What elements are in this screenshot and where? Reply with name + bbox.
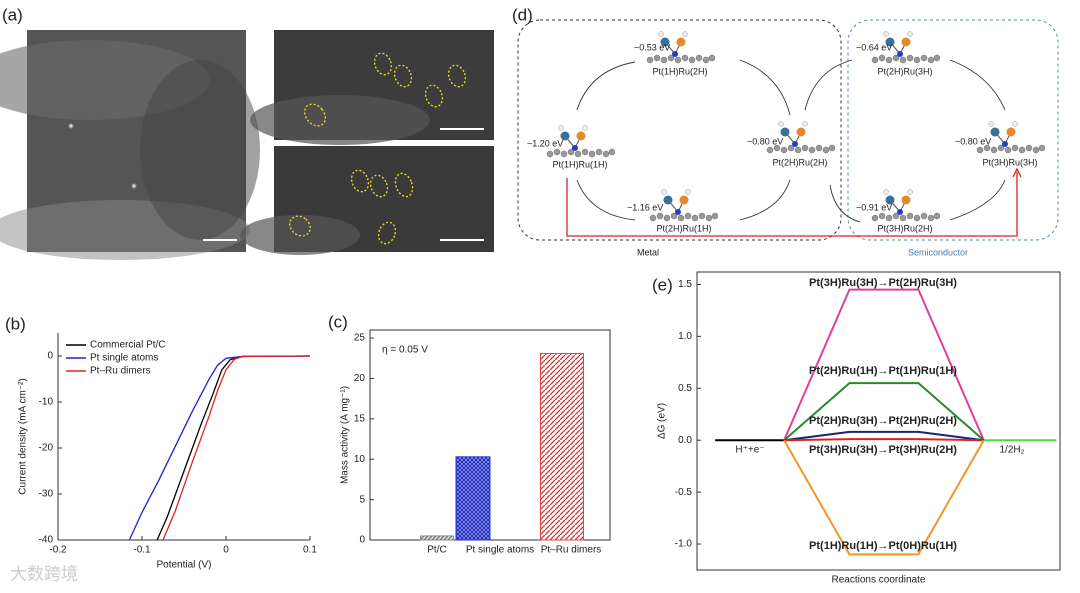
bar — [420, 535, 454, 541]
state-label: Pt(1H)Ru(2H) — [652, 66, 707, 76]
y-tick-label: 0 — [47, 351, 53, 362]
state-label: Pt(2H)Ru(2H) — [772, 157, 827, 167]
scheme — [517, 19, 1059, 241]
y-tick-label: 1.5 — [678, 279, 692, 290]
legend-label: Pt–Ru dimers — [90, 366, 151, 377]
series-line — [783, 288, 985, 441]
y-tick-label: -10 — [39, 397, 54, 408]
series-label: Pt(2H)Ru(3H)→Pt(2H)Ru(2H) — [809, 415, 957, 427]
panel-label: (b) — [5, 314, 26, 333]
y-axis-label: Mass activity (A mg⁻¹) — [340, 386, 351, 484]
y-axis-label: Current density (mA cm⁻²) — [18, 378, 29, 494]
panel-label: (d) — [512, 5, 533, 24]
legend-label: Commercial Pt/C — [90, 340, 166, 351]
y-tick-label: 1.0 — [678, 331, 692, 342]
x-tick-label: 0 — [223, 545, 229, 556]
x-tick-label: Pt single atoms — [466, 545, 534, 556]
state-label: Pt(2H)Ru(3H) — [877, 66, 932, 76]
series-line — [783, 430, 984, 442]
y-tick-label: 0.5 — [678, 383, 692, 394]
micrograph — [240, 30, 494, 255]
plot-frame — [696, 271, 1061, 571]
x-tick-label: 0.1 — [303, 545, 317, 556]
micrograph — [0, 30, 260, 260]
series-label: H⁺+e⁻ — [735, 445, 764, 456]
state-energy: −0.64 eV — [856, 42, 892, 52]
state-energy: −0.91 eV — [856, 202, 892, 212]
panel-label: (e) — [652, 275, 673, 294]
state-energy: −0.53 eV — [634, 42, 670, 52]
y-tick-label: 5 — [359, 494, 365, 505]
annotation: η = 0.05 V — [382, 345, 428, 356]
bar — [455, 456, 491, 541]
state-label: Pt(1H)Ru(1H) — [552, 159, 607, 169]
state-label: Pt(3H)Ru(2H) — [877, 223, 932, 233]
y-tick-label: 10 — [354, 454, 366, 465]
x-tick-label: -0.1 — [133, 545, 151, 556]
x-axis-label: Reactions coordinate — [832, 575, 926, 586]
y-tick-label: 15 — [354, 413, 366, 424]
state-label: Pt(3H)Ru(3H) — [982, 157, 1037, 167]
series-line — [783, 439, 985, 556]
y-tick-label: 0.0 — [678, 435, 692, 446]
x-tick-label: Pt–Ru dimers — [541, 545, 602, 556]
series-line — [128, 355, 311, 541]
x-tick-label: -0.2 — [49, 545, 67, 556]
state-label: Pt(2H)Ru(1H) — [656, 223, 711, 233]
y-tick-label: -40 — [39, 535, 54, 546]
y-tick-label: -0.5 — [675, 487, 693, 498]
state-energy: −0.80 eV — [955, 136, 991, 146]
series-line — [162, 355, 311, 541]
series-line — [784, 438, 984, 442]
y-tick-label: 25 — [354, 333, 366, 344]
series-line — [156, 355, 311, 541]
series-line — [783, 382, 985, 441]
bar — [540, 352, 584, 541]
series-label: Pt(3H)Ru(3H)→Pt(2H)Ru(3H) — [809, 277, 957, 289]
group-label: Metal — [637, 247, 659, 257]
x-axis-label: Potential (V) — [156, 560, 211, 571]
y-tick-label: -1.0 — [675, 539, 693, 550]
series-label: Pt(3H)Ru(3H)→Pt(3H)Ru(2H) — [809, 444, 957, 456]
panel-label: (a) — [2, 5, 23, 24]
series-label: Pt(2H)Ru(1H)→Pt(1H)Ru(1H) — [809, 365, 957, 377]
watermark: 大数跨境 — [10, 564, 78, 583]
state-energy: −1.20 eV — [527, 138, 563, 148]
panel-label: (c) — [328, 312, 348, 331]
y-tick-label: -30 — [39, 489, 54, 500]
legend-label: Pt single atoms — [90, 353, 158, 364]
y-tick-label: 20 — [354, 373, 366, 384]
y-tick-label: 0 — [359, 535, 365, 546]
state-energy: −1.16 eV — [627, 202, 663, 212]
state-energy: −0.80 eV — [747, 136, 783, 146]
y-axis-label: ΔG (eV) — [657, 403, 668, 439]
x-tick-label: Pt/C — [427, 545, 446, 556]
group-label: Semiconductor — [908, 247, 968, 257]
series-label: Pt(1H)Ru(1H)→Pt(0H)Ru(1H) — [809, 540, 957, 552]
series-label: 1/2H₂ — [999, 445, 1024, 456]
y-tick-label: -20 — [39, 443, 54, 454]
